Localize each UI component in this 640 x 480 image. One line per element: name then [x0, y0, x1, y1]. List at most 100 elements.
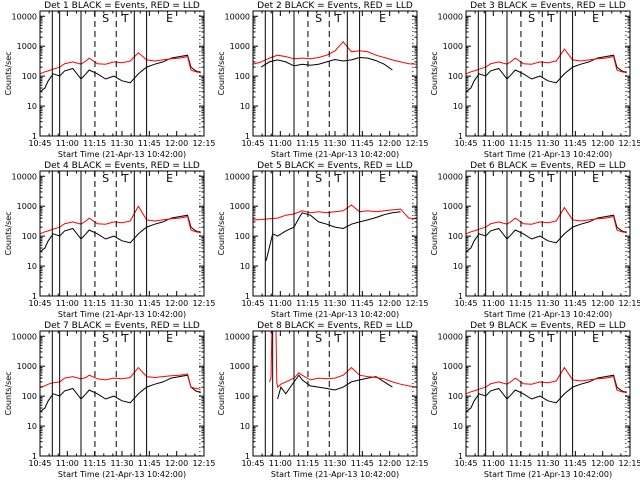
x-tick-label: 11:15 [296, 139, 319, 148]
plot-frame [465, 10, 631, 137]
x-axis-title: Start Time (21-Apr-13 10:42:00) [484, 310, 612, 319]
x-tick-label: 10:45 [454, 459, 477, 468]
series-lld-line [466, 206, 627, 235]
plot-frame [39, 10, 205, 137]
plot-frame [252, 10, 418, 137]
y-tick-label: 100 [22, 392, 37, 401]
x-tick-label: 12:00 [591, 459, 614, 468]
marker-letter-e: E [592, 332, 599, 345]
x-tick-label: 11:00 [56, 299, 79, 308]
x-axis-title: Start Time (21-Apr-13 10:42:00) [58, 310, 186, 319]
marker-letter-e: E [379, 332, 386, 345]
y-tick-label: 10 [453, 102, 463, 111]
y-tick-label: 100 [448, 392, 463, 401]
panel-title: Det 2 BLACK = Events, RED = LLD [257, 1, 413, 11]
marker-letter-t: T [547, 332, 555, 345]
y-tick-label: 10000 [225, 12, 250, 21]
x-tick-label: 11:45 [564, 459, 587, 468]
plot-frame [39, 170, 205, 297]
marker-letter-t: T [121, 172, 129, 185]
x-tick-label: 11:15 [83, 299, 106, 308]
y-tick-label: 100 [22, 72, 37, 81]
y-axis-title: Counts/sec [4, 371, 13, 415]
y-tick-label: 10000 [12, 172, 37, 181]
y-tick-label: 1 [458, 132, 463, 141]
marker-letter-s: S [528, 172, 535, 185]
marker-letter-t: T [547, 172, 555, 185]
chart-panel-6: S T E 1 10 100 1000 10000 10:45 11:00 11:15 11:30 11… [430, 161, 640, 319]
x-tick-label: 11:00 [482, 139, 505, 148]
x-tick-label: 12:15 [405, 459, 428, 468]
marker-letter-s: S [102, 332, 109, 345]
y-axis-title: Counts/sec [4, 211, 13, 255]
y-tick-label: 1000 [230, 202, 250, 211]
x-axis-title: Start Time (21-Apr-13 10:42:00) [484, 150, 612, 159]
y-tick-label: 100 [448, 72, 463, 81]
series-lld-line [40, 366, 201, 390]
x-tick-label: 12:15 [405, 139, 428, 148]
series-lld-line [466, 48, 627, 75]
marker-letter-e: E [166, 332, 173, 345]
x-axis-title: Start Time (21-Apr-13 10:42:00) [271, 470, 399, 479]
marker-letter-s: S [528, 332, 535, 345]
panel-title: Det 9 BLACK = Events, RED = LLD [470, 321, 626, 331]
y-tick-label: 100 [22, 232, 37, 241]
x-tick-label: 11:15 [296, 299, 319, 308]
y-tick-label: 100 [235, 392, 250, 401]
x-tick-label: 11:30 [536, 299, 559, 308]
x-tick-label: 11:00 [56, 459, 79, 468]
x-tick-label: 12:00 [165, 139, 188, 148]
y-tick-label: 10000 [225, 172, 250, 181]
marker-letter-t: T [334, 172, 342, 185]
x-axis-title: Start Time (21-Apr-13 10:42:00) [271, 150, 399, 159]
x-tick-label: 10:45 [454, 139, 477, 148]
y-tick-label: 1000 [443, 202, 463, 211]
x-tick-label: 12:15 [618, 299, 640, 308]
marker-letter-t: T [121, 332, 129, 345]
y-tick-label: 10 [240, 262, 250, 271]
y-tick-label: 10 [27, 422, 37, 431]
x-tick-label: 12:00 [378, 139, 401, 148]
x-tick-label: 11:45 [564, 299, 587, 308]
plot-frame [465, 170, 631, 297]
panel-title: Det 5 BLACK = Events, RED = LLD [257, 161, 413, 171]
series-lld-line [268, 331, 417, 389]
panel-title: Det 3 BLACK = Events, RED = LLD [470, 1, 626, 11]
x-tick-label: 11:45 [138, 139, 161, 148]
chart-panel-9: S T E 1 10 100 1000 10000 10:45 11:00 11:15 11:30 11… [430, 321, 640, 479]
y-tick-label: 100 [235, 232, 250, 241]
y-tick-label: 1 [32, 132, 37, 141]
x-tick-label: 12:00 [591, 299, 614, 308]
series-lld-line [466, 366, 627, 395]
series-events-line [265, 211, 401, 261]
marker-letter-e: E [166, 172, 173, 185]
x-tick-label: 11:30 [536, 139, 559, 148]
y-tick-label: 10 [27, 262, 37, 271]
x-tick-label: 11:45 [138, 459, 161, 468]
x-tick-label: 10:45 [28, 139, 51, 148]
plot-frame [39, 330, 205, 457]
series-events-line [40, 374, 201, 413]
panel-title: Det 4 BLACK = Events, RED = LLD [44, 161, 200, 171]
y-axis-title: Counts/sec [217, 51, 226, 95]
x-tick-label: 12:15 [405, 299, 428, 308]
x-tick-label: 12:15 [192, 299, 215, 308]
marker-letter-e: E [592, 12, 599, 25]
x-tick-label: 11:15 [83, 459, 106, 468]
y-tick-label: 1000 [17, 362, 37, 371]
y-tick-label: 10000 [438, 172, 463, 181]
y-axis-title: Counts/sec [4, 51, 13, 95]
x-tick-label: 11:30 [536, 459, 559, 468]
series-events-line [260, 56, 393, 71]
panel-title: Det 6 BLACK = Events, RED = LLD [470, 161, 626, 171]
y-tick-label: 1000 [443, 362, 463, 371]
y-tick-label: 10 [453, 422, 463, 431]
series-events-line [40, 214, 201, 253]
x-tick-label: 11:45 [138, 299, 161, 308]
x-tick-label: 11:15 [296, 459, 319, 468]
chart-panel-7: S T E 1 10 100 1000 10000 10:45 11:00 11:15 11:30 11… [4, 321, 216, 479]
series-events-line [466, 374, 627, 413]
x-tick-label: 11:00 [482, 459, 505, 468]
chart-panel-2: S T E 1 10 100 1000 10000 10:45 11:00 11:15 11:30 11… [217, 1, 429, 159]
series-events-line [40, 54, 201, 93]
